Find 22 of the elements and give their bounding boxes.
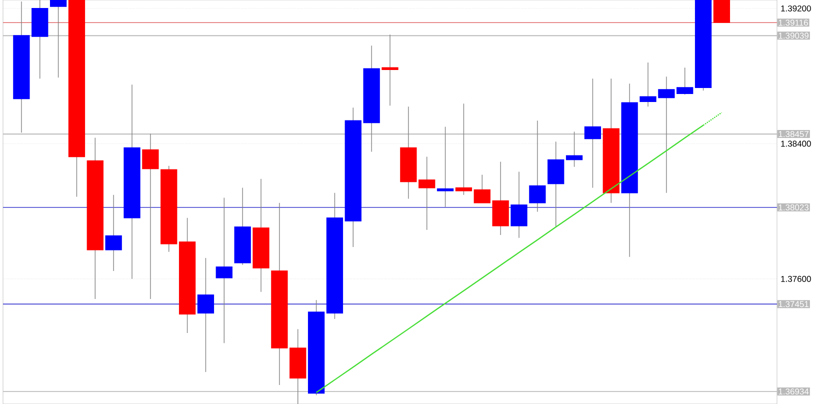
ref-line-label: 1.39116 — [778, 20, 808, 26]
candlestick — [510, 171, 528, 238]
y-tick-label: 1.37600 — [781, 276, 811, 282]
candlestick — [105, 194, 122, 272]
ref-line-label: 1.36934 — [778, 388, 809, 394]
ref-line-label: 1.38457 — [778, 131, 808, 138]
candlestick — [713, 0, 730, 23]
ref-line-label: 1.39039 — [778, 32, 809, 39]
ref-line-label: 1.37451 — [778, 301, 808, 308]
candlestick — [529, 120, 546, 212]
candlestick — [676, 67, 694, 96]
candlestick — [455, 103, 472, 196]
candlestick — [566, 131, 583, 168]
candlestick — [584, 78, 602, 188]
candlestick — [142, 133, 159, 300]
candlestick — [197, 258, 214, 372]
y-tick-label: 1.38400 — [781, 140, 811, 147]
ref-line-label: 1.38023 — [778, 204, 809, 210]
candlestick — [50, 0, 67, 78]
candlestick — [382, 34, 398, 106]
candlestick — [216, 197, 232, 344]
y-tick-label: 1.39200 — [781, 5, 811, 12]
